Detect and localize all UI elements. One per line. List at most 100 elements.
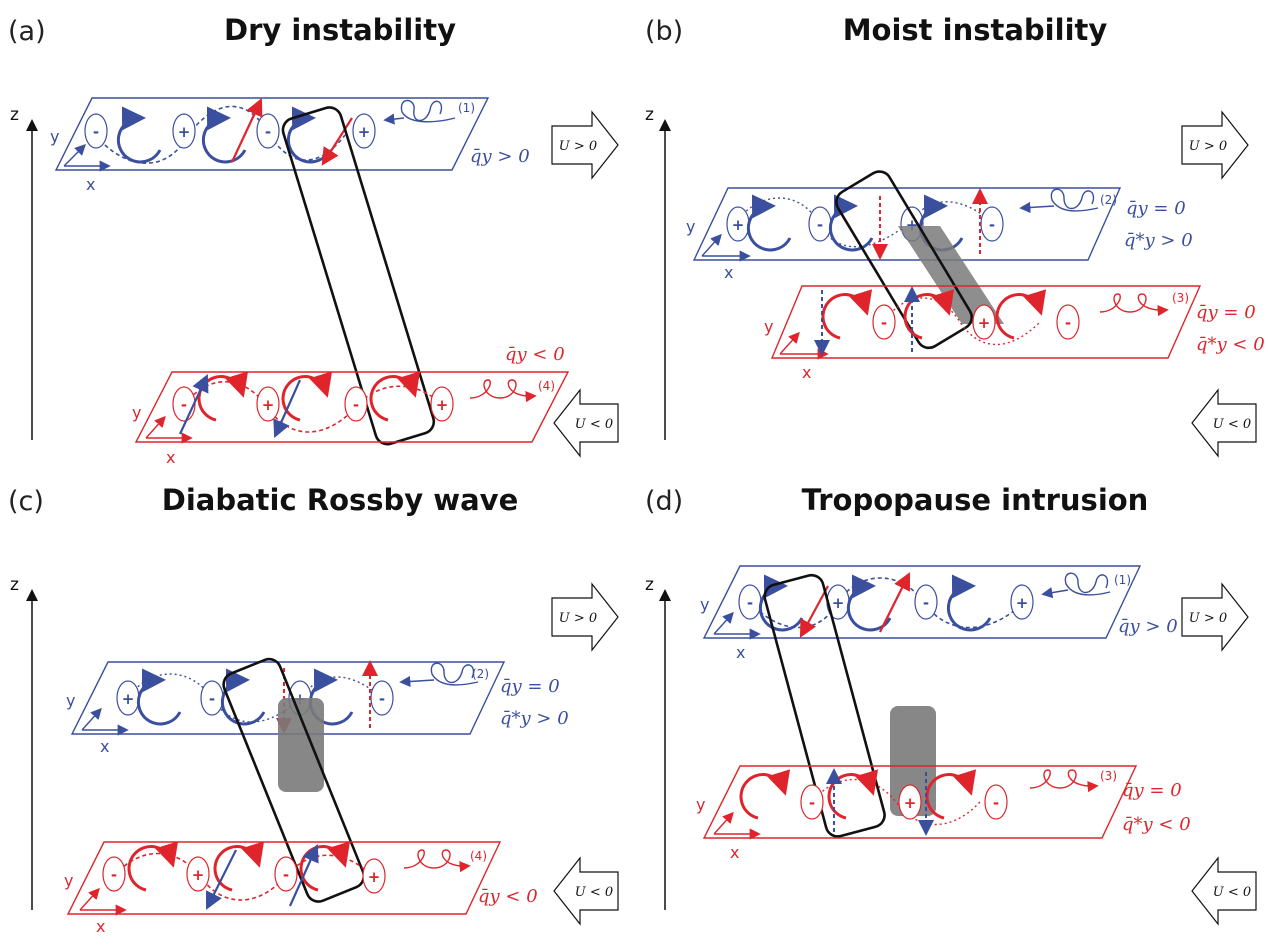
- vertical-velocity-arrow: [231, 98, 263, 163]
- y-axis-label: y: [50, 127, 59, 146]
- pv-sign: +: [262, 396, 275, 414]
- wave-number: (2): [472, 667, 489, 681]
- rossby-wave-propagation-icon: [430, 662, 479, 686]
- pv-sign: +: [368, 868, 381, 886]
- upper-level-plane: y x + - + - (2) q̄y = 0 q̄*y > 0: [66, 660, 569, 756]
- pv-anomaly-oval: [430, 386, 454, 422]
- pv-anomaly-oval: [102, 856, 126, 892]
- upper-wind-arrow: U > 0: [1181, 582, 1249, 652]
- lower-wind-arrow: U < 0: [1191, 856, 1257, 926]
- cyclonic-circulation-icon: [136, 668, 182, 726]
- pv-gradient-condition: q̄y > 0: [470, 146, 530, 167]
- pv-sign: -: [209, 690, 215, 708]
- wind-arrow-shape: [551, 582, 619, 652]
- vertical-velocity-arrow: [879, 572, 910, 633]
- wave-number: (4): [470, 849, 487, 863]
- y-axis-arrow: [81, 707, 102, 731]
- wind-arrow-shape: [553, 388, 619, 458]
- y-axis-label: y: [132, 403, 141, 422]
- pv-sign: -: [809, 794, 815, 812]
- lower-level-plane: y x - + - (3) q̄y = 0 q̄*y < 0: [696, 765, 1191, 862]
- cyclonic-circulation-icon: [746, 194, 792, 252]
- anticyclonic-circulation-icon: [281, 371, 333, 422]
- propagation-arrow: [1019, 201, 1055, 214]
- upper-wind-arrow: U > 0: [1181, 110, 1249, 180]
- wind-label: U < 0: [1213, 885, 1251, 900]
- cyclonic-circulation-icon: [201, 106, 247, 164]
- anticyclonic-circulation-icon: [925, 769, 977, 820]
- propagation-arrow: [399, 675, 435, 688]
- y-axis-arrow: [79, 887, 100, 911]
- pv-sign: -: [817, 216, 823, 234]
- pv-anomaly-oval: [914, 584, 938, 620]
- lower-wind-arrow: U < 0: [1191, 388, 1257, 458]
- panel-letter: (b): [645, 16, 683, 47]
- lower-level-plane: y x - + - (3) q̄y = 0 q̄*y < 0: [764, 285, 1265, 382]
- x-axis-label: x: [166, 448, 175, 467]
- rossby-wave-propagation-icon: [469, 379, 537, 403]
- propagation-arrow: [383, 113, 405, 125]
- x-axis-label: x: [96, 917, 105, 936]
- wave-number: (3): [1172, 291, 1189, 305]
- cyclonic-circulation-icon: [946, 574, 992, 632]
- pv-sign: +: [904, 794, 917, 812]
- pv-anomaly-oval: [1010, 584, 1034, 620]
- pv-gradient-condition: q̄y = 0: [1196, 302, 1256, 323]
- rossby-wave-propagation-icon: [1064, 572, 1111, 596]
- anticyclonic-circulation-icon: [995, 289, 1047, 340]
- plane-outline: [702, 565, 1142, 639]
- phase-tilt-box: [763, 573, 886, 838]
- pv-sign: -: [265, 123, 271, 141]
- rossby-wave-propagation-icon: [400, 99, 456, 123]
- wind-label: U > 0: [1189, 611, 1227, 626]
- upper-level-plane: y x - + - + (1) q̄y > 0: [50, 97, 530, 194]
- latent-heating-region: [278, 698, 324, 792]
- y-axis-arrow: [713, 611, 734, 635]
- latent-heating-region: [890, 706, 936, 816]
- moist-pv-gradient-condition: q̄*y > 0: [500, 708, 569, 729]
- anticyclonic-circulation-icon: [821, 289, 873, 340]
- pv-anomaly-oval: [872, 304, 896, 340]
- pv-sign: -: [993, 794, 999, 812]
- pv-gradient-condition: q̄y > 0: [1118, 616, 1178, 637]
- panel-title: Moist instability: [843, 13, 1108, 47]
- cyclonic-circulation-icon: [286, 106, 332, 164]
- z-axis-label: z: [10, 575, 19, 595]
- y-axis-arrow: [779, 331, 800, 355]
- pv-anomaly-oval: [84, 113, 108, 149]
- lower-wind-arrow: U < 0: [553, 856, 619, 926]
- pv-anomaly-oval: [1056, 304, 1080, 340]
- y-axis-label: y: [696, 795, 705, 814]
- anticyclonic-circulation-icon: [127, 841, 179, 892]
- wave-crest-line: [735, 197, 993, 248]
- rossby-wave-propagation-icon: [403, 849, 471, 873]
- pv-sign: +: [1016, 594, 1029, 612]
- vertical-velocity-arrow: [179, 374, 209, 435]
- upper-wind-arrow: U > 0: [551, 110, 619, 180]
- wind-arrow-shape: [1191, 388, 1257, 458]
- vertical-velocity-arrow: [799, 585, 829, 638]
- anticyclonic-circulation-icon: [197, 371, 249, 422]
- panel-title: Tropopause intrusion: [802, 483, 1149, 517]
- panel-b: (b) Moist instability z y x + - + -: [645, 13, 1265, 458]
- y-axis-label: y: [700, 595, 709, 614]
- wave-number: (1): [458, 101, 475, 115]
- wind-label: U > 0: [559, 611, 597, 626]
- phase-tilt-box: [835, 170, 973, 350]
- pv-anomaly-oval: [362, 858, 386, 894]
- pv-sign: -: [881, 314, 887, 332]
- anticyclonic-circulation-icon: [369, 371, 421, 422]
- moist-pv-gradient-condition: q̄*y < 0: [1122, 814, 1191, 835]
- pv-anomaly-oval: [186, 856, 210, 892]
- wind-arrow-shape: [553, 856, 619, 926]
- pv-sign: -: [747, 594, 753, 612]
- rossby-wave-propagation-icon: [1029, 769, 1099, 793]
- wind-arrow-shape: [551, 110, 619, 180]
- pv-sign: +: [832, 594, 845, 612]
- x-axis-label: x: [100, 737, 109, 756]
- wave-number: (2): [1100, 193, 1117, 207]
- wind-label: U < 0: [575, 417, 613, 432]
- z-axis-label: z: [645, 575, 654, 595]
- phase-tilt-box: [222, 657, 366, 903]
- pv-sign: -: [379, 690, 385, 708]
